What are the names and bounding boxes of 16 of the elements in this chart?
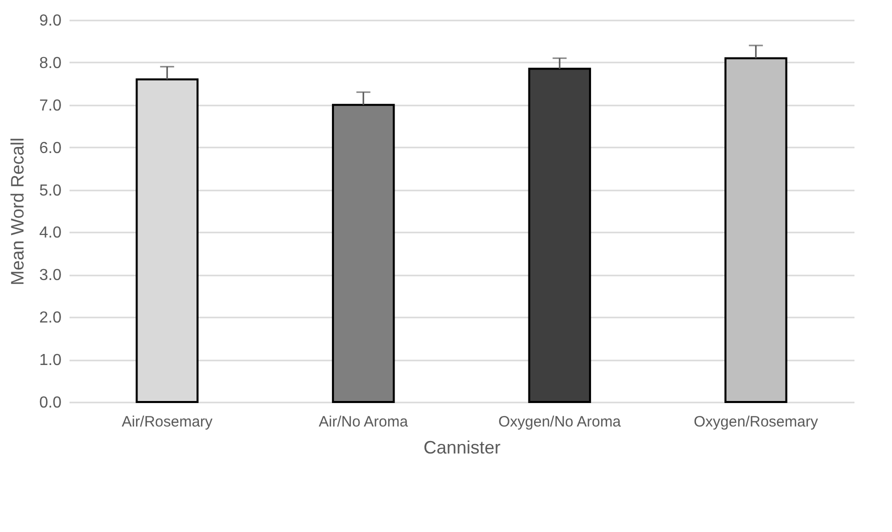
y-tick-label: 2.0 (39, 310, 62, 327)
y-tick-label: 4.0 (39, 224, 62, 242)
x-tick-label: Oxygen/Rosemary (694, 414, 818, 430)
y-tick-label: 9.0 (39, 12, 62, 30)
y-tick-label: 7.0 (39, 97, 62, 114)
y-axis-title: Mean Word Recall (7, 138, 28, 286)
x-tick-label: Oxygen/No Aroma (498, 414, 622, 430)
y-tick-label: 8.0 (39, 54, 62, 72)
y-tick-label: 0.0 (39, 394, 62, 412)
x-tick-label: Air/Rosemary (122, 414, 214, 430)
y-tick-label: 5.0 (39, 182, 62, 200)
y-tick-label: 6.0 (39, 140, 62, 157)
y-tick-label: 1.0 (39, 352, 62, 370)
x-tick-label: Air/No Aroma (318, 414, 409, 430)
y-tick-label: 3.0 (39, 267, 62, 284)
x-axis-title: Cannister (423, 438, 501, 458)
